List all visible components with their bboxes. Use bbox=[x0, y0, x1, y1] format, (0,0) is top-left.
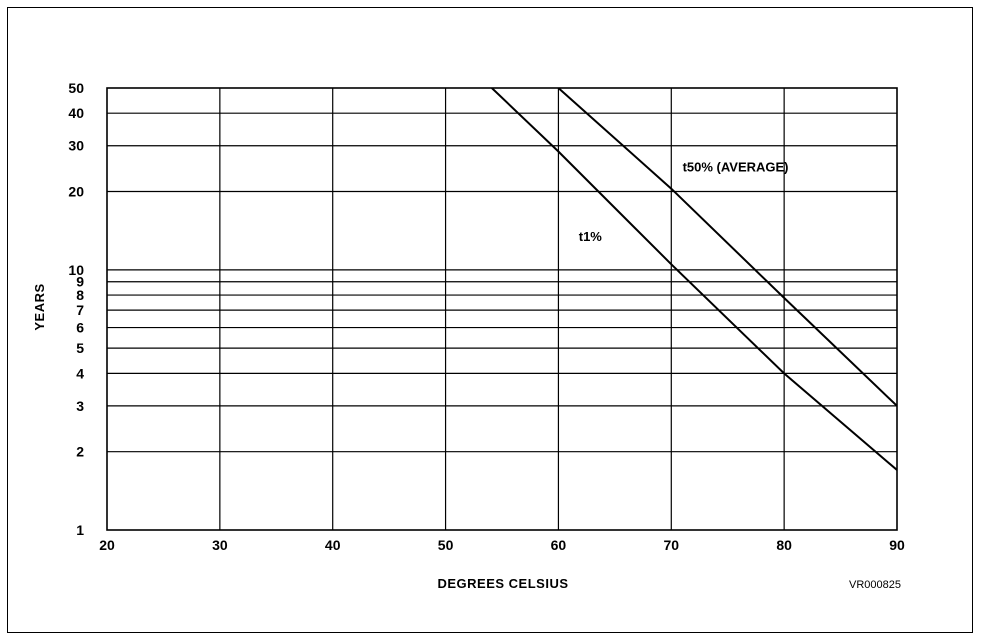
y-tick-label-6: 6 bbox=[76, 320, 84, 336]
y-tick-label-9: 9 bbox=[76, 274, 84, 290]
x-tick-label-80: 80 bbox=[776, 537, 792, 553]
series-line-t1 bbox=[491, 88, 897, 471]
y-tick-label-40: 40 bbox=[68, 105, 84, 121]
x-tick-label-60: 60 bbox=[551, 537, 567, 553]
x-axis-ticks: 20 30 40 50 60 70 80 90 bbox=[99, 537, 905, 553]
y-tick-label-5: 5 bbox=[76, 340, 84, 356]
x-axis-title: DEGREES CELSIUS bbox=[437, 576, 568, 591]
y-tick-label-2: 2 bbox=[76, 444, 84, 460]
series-lines bbox=[491, 88, 897, 471]
x-tick-label-20: 20 bbox=[99, 537, 115, 553]
y-tick-label-8: 8 bbox=[76, 287, 84, 303]
x-tick-label-40: 40 bbox=[325, 537, 341, 553]
plot-border bbox=[106, 87, 898, 531]
y-tick-label-4: 4 bbox=[76, 365, 84, 381]
y-tick-label-30: 30 bbox=[68, 138, 84, 154]
y-tick-label-50: 50 bbox=[68, 80, 84, 96]
figure-code-label: VR000825 bbox=[849, 579, 901, 591]
y-tick-label-10: 10 bbox=[68, 262, 84, 278]
x-tick-label-70: 70 bbox=[663, 537, 679, 553]
annotation-t1: t1% bbox=[579, 229, 603, 244]
annotation-t50-average: t50% (AVERAGE) bbox=[683, 159, 789, 174]
y-axis-title: YEARS bbox=[32, 283, 47, 330]
grid bbox=[107, 88, 897, 530]
x-tick-label-30: 30 bbox=[212, 537, 228, 553]
x-tick-label-50: 50 bbox=[438, 537, 454, 553]
series-line-t50-average bbox=[557, 88, 897, 407]
x-tick-label-90: 90 bbox=[889, 537, 905, 553]
y-tick-label-3: 3 bbox=[76, 398, 84, 414]
y-tick-label-7: 7 bbox=[76, 302, 84, 318]
y-tick-label-20: 20 bbox=[68, 184, 84, 200]
figure-frame bbox=[7, 7, 973, 633]
y-tick-label-1: 1 bbox=[76, 522, 84, 538]
